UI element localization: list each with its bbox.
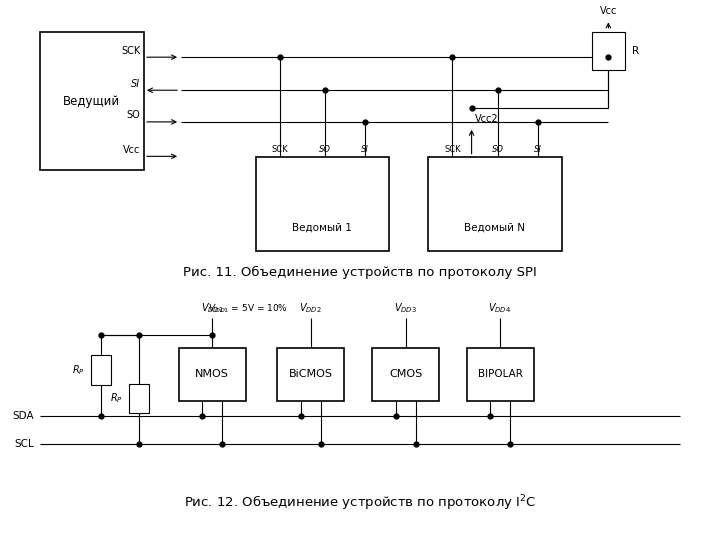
Text: $V_{DD3}$: $V_{DD3}$ (395, 301, 417, 315)
Text: $V_{DD1}$ = 5V = 10%: $V_{DD1}$ = 5V = 10% (209, 302, 289, 315)
Text: NMOS: NMOS (195, 369, 229, 379)
Text: $V_{DD2}$: $V_{DD2}$ (300, 301, 322, 315)
Bar (428, 157, 562, 251)
Text: SO: SO (127, 110, 140, 120)
Bar (372, 348, 439, 401)
Text: SCL: SCL (14, 439, 34, 449)
Text: $R_P$: $R_P$ (72, 363, 85, 377)
Text: BiCMOS: BiCMOS (289, 369, 333, 379)
Text: Vcc: Vcc (123, 145, 140, 154)
Bar (129, 383, 149, 413)
Text: SI: SI (534, 145, 541, 154)
Text: SI: SI (131, 79, 140, 89)
Text: BIPOLAR: BIPOLAR (477, 369, 523, 379)
Text: SO: SO (319, 145, 331, 154)
Bar (593, 32, 625, 70)
Text: Ведущий: Ведущий (63, 94, 120, 108)
Text: CMOS: CMOS (389, 369, 423, 379)
Bar (467, 348, 534, 401)
Text: Vcc2: Vcc2 (475, 114, 499, 124)
Text: SCK: SCK (271, 145, 288, 154)
Text: SI: SI (361, 145, 369, 154)
Text: $V_{DD4}$: $V_{DD4}$ (488, 301, 512, 315)
Bar (256, 157, 389, 251)
Text: Рис. 12. Объединение устройств по протоколу I$^2$C: Рис. 12. Объединение устройств по проток… (184, 494, 536, 513)
Bar (277, 348, 344, 401)
Text: SCK: SCK (444, 145, 461, 154)
Text: Vcc: Vcc (600, 6, 617, 16)
Text: Рис. 11. Объединение устройств по протоколу SPI: Рис. 11. Объединение устройств по проток… (183, 266, 537, 279)
Text: Ведомый 1: Ведомый 1 (292, 222, 352, 232)
Text: SCK: SCK (121, 45, 140, 56)
Bar (91, 355, 111, 385)
Text: R: R (632, 46, 639, 56)
Text: Ведомый N: Ведомый N (464, 222, 526, 232)
Bar (40, 32, 144, 170)
Text: $V_{DD1}$: $V_{DD1}$ (201, 301, 223, 315)
Bar (179, 348, 246, 401)
Text: $R_P$: $R_P$ (110, 392, 123, 406)
Text: SO: SO (492, 145, 504, 154)
Text: SDA: SDA (12, 411, 34, 421)
